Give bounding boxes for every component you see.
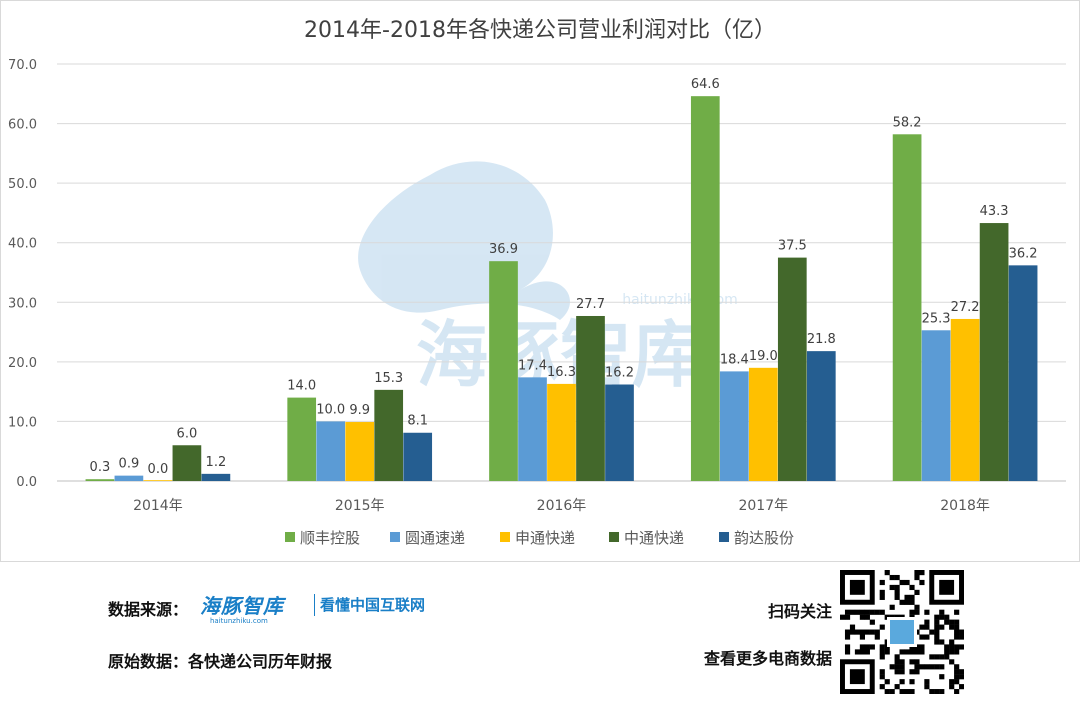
bar (374, 389, 404, 481)
qr-code-icon[interactable] (840, 570, 964, 694)
bar (85, 479, 115, 481)
watermark: 海豚智库 haitunzhiku.com (358, 161, 738, 397)
brand-slogan: 看懂中国互联网 (320, 596, 426, 614)
original-data-label: 原始数据：各快递公司历年财报 (108, 652, 333, 671)
bar (806, 351, 836, 481)
bar (777, 257, 807, 481)
bar (345, 422, 375, 481)
legend-label: 申通快递 (515, 529, 575, 547)
legend-label: 韵达股份 (734, 529, 794, 547)
data-label: 36.9 (489, 242, 518, 257)
data-label: 16.2 (605, 365, 634, 380)
data-label: 10.0 (316, 402, 345, 417)
brand-separator (314, 594, 315, 616)
data-label: 14.0 (287, 379, 316, 394)
y-tick-label: 10.0 (8, 415, 37, 430)
x-tick-label: 2017年 (738, 498, 788, 514)
data-label: 0.9 (119, 457, 140, 472)
data-label: 1.2 (206, 455, 227, 470)
y-tick-label: 30.0 (8, 296, 37, 311)
bar (690, 96, 720, 481)
data-label: 43.3 (980, 204, 1009, 219)
data-label: 0.3 (90, 460, 111, 475)
legend-label: 中通快递 (624, 529, 684, 547)
x-tick-label: 2015年 (335, 498, 385, 514)
y-tick-label: 40.0 (8, 237, 37, 252)
bar (921, 330, 951, 481)
data-label: 19.0 (749, 349, 778, 364)
bar (403, 432, 433, 481)
data-label: 25.3 (922, 311, 951, 326)
data-label: 36.2 (1009, 246, 1038, 261)
data-label: 15.3 (374, 371, 403, 386)
bar (114, 475, 144, 481)
dolphin-watermark-icon (358, 161, 571, 320)
bar (605, 384, 634, 481)
watermark-url: haitunzhiku.com (622, 292, 738, 308)
watermark-text: 海豚智库 (416, 313, 704, 397)
data-label: 27.2 (951, 300, 980, 315)
data-label: 58.2 (893, 115, 922, 130)
bar-chart: 2014年-2018年各快递公司营业利润对比（亿） 海豚智库 haitunzhiku… (0, 0, 1080, 562)
bar (892, 134, 922, 481)
data-label: 37.5 (778, 239, 807, 254)
scan-label: 扫码关注 (767, 602, 832, 621)
data-label: 6.0 (177, 426, 198, 441)
bar (719, 371, 749, 481)
y-tick-label: 0.0 (16, 475, 37, 490)
y-tick-label: 70.0 (8, 58, 37, 73)
bar (172, 445, 202, 481)
bar (489, 261, 518, 481)
x-tick-label: 2014年 (133, 498, 183, 514)
data-label: 8.1 (407, 414, 428, 429)
bar (287, 397, 317, 481)
data-label: 17.4 (518, 358, 547, 373)
data-label: 16.3 (547, 365, 576, 380)
data-label: 21.8 (807, 332, 836, 347)
bar (547, 383, 576, 481)
data-label: 64.6 (691, 77, 720, 92)
bar (979, 223, 1009, 481)
bar (950, 318, 980, 481)
chart-title: 2014年-2018年各快递公司营业利润对比（亿） (304, 18, 776, 43)
y-tick-label: 60.0 (8, 118, 37, 133)
bar (1008, 265, 1038, 481)
x-tick-label: 2016年 (537, 498, 587, 514)
legend-swatch (390, 532, 400, 542)
legend-label: 圆通速递 (405, 529, 465, 547)
legend-swatch (609, 532, 619, 542)
legend-swatch (500, 532, 510, 542)
bar (316, 421, 346, 481)
brand-logo: 海豚智库 (200, 594, 284, 618)
legend-swatch (719, 532, 729, 542)
bar (748, 367, 778, 481)
y-tick-label: 20.0 (8, 356, 37, 371)
chart-area: 2014年-2018年各快递公司营业利润对比（亿） 海豚智库 haitunzhiku… (0, 0, 1080, 562)
data-label: 27.7 (576, 297, 605, 312)
bar (576, 315, 605, 481)
more-data-label: 查看更多电商数据 (703, 649, 832, 668)
brand-url: haitunzhiku.com (210, 617, 268, 625)
data-label: 9.9 (349, 403, 370, 418)
source-label: 数据来源： (108, 600, 189, 619)
data-label: 0.0 (148, 462, 169, 477)
bar (143, 480, 173, 481)
y-tick-label: 50.0 (8, 177, 37, 192)
legend-label: 顺丰控股 (300, 529, 360, 547)
x-tick-label: 2018年 (940, 498, 990, 514)
bar (518, 377, 547, 481)
legend-swatch (285, 532, 295, 542)
data-label: 18.4 (720, 352, 749, 367)
bar (201, 473, 231, 481)
